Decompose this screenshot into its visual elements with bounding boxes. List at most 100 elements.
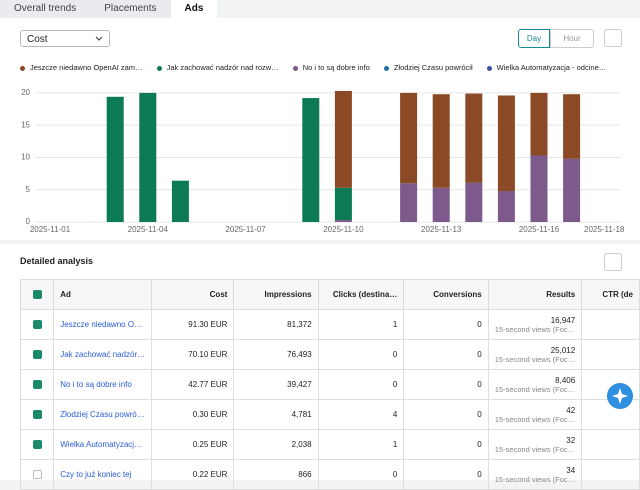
bar <box>498 95 515 191</box>
cell: 39,427 <box>234 370 318 400</box>
section-title: Detailed analysis <box>20 256 93 266</box>
table-row: Wielka Automatyzacj…0.25 EUR2,038103215-… <box>21 430 640 460</box>
results-note: 15-second views (Foc… <box>495 445 575 454</box>
cell <box>582 430 640 460</box>
bar <box>433 94 450 188</box>
table-row: No i to są dobre info42.77 EUR39,427008,… <box>21 370 640 400</box>
bar <box>139 93 156 222</box>
bar <box>465 183 482 222</box>
ad-name[interactable]: Jeszcze niedawno O… <box>54 310 152 340</box>
results-value: 32 <box>495 436 575 445</box>
ad-name[interactable]: Jak zachować nadzór… <box>54 340 152 370</box>
tab[interactable]: Placements <box>90 0 170 18</box>
cell: 42.77 EUR <box>152 370 234 400</box>
x-tick-label: 2025-11-01 <box>30 225 71 234</box>
bar <box>335 91 352 188</box>
ad-name[interactable]: No i to są dobre info <box>54 370 152 400</box>
table-row: Czy to już koniec tej0.22 EUR866003415-s… <box>21 460 640 490</box>
column-header[interactable]: Cost <box>152 280 234 310</box>
checkbox-cell <box>21 340 54 370</box>
bar <box>433 188 450 222</box>
column-header[interactable]: Ad <box>54 280 152 310</box>
bar <box>400 183 417 222</box>
cell: 0 <box>404 430 488 460</box>
bar <box>498 191 515 222</box>
results-value: 34 <box>495 466 575 475</box>
cell: 1 <box>318 310 404 340</box>
x-tick-label: 2025-11-10 <box>323 225 364 234</box>
cell: 91.30 EUR <box>152 310 234 340</box>
x-tick-label: 2025-11-04 <box>128 225 169 234</box>
results-note: 15-second views (Foc… <box>495 415 575 424</box>
chart: 051015202025-11-012025-11-042025-11-0720… <box>0 18 640 240</box>
results-cell: 4215-second views (Foc… <box>488 400 581 430</box>
results-cell: 3215-second views (Foc… <box>488 430 581 460</box>
bar <box>563 159 580 222</box>
row-checkbox[interactable] <box>33 410 42 419</box>
ad-name[interactable]: Złodziej Czasu powró… <box>54 400 152 430</box>
checkbox-cell <box>21 430 54 460</box>
results-value: 42 <box>495 406 575 415</box>
export-table-button[interactable] <box>604 253 622 271</box>
y-tick-label: 10 <box>21 153 30 162</box>
results-cell: 8,40615-second views (Foc… <box>488 370 581 400</box>
cell <box>582 460 640 490</box>
bar <box>531 93 548 156</box>
tab-bar: Overall trendsPlacementsAds <box>0 0 217 18</box>
bar <box>172 181 189 222</box>
results-note: 15-second views (Foc… <box>495 385 575 394</box>
checkbox-cell <box>21 310 54 340</box>
results-cell: 16,94715-second views (Foc… <box>488 310 581 340</box>
cell: 0 <box>404 310 488 340</box>
tab[interactable]: Ads <box>171 0 218 18</box>
assistant-button[interactable] <box>607 383 633 409</box>
cell: 0.30 EUR <box>152 400 234 430</box>
table-row: Złodziej Czasu powró…0.30 EUR4,781404215… <box>21 400 640 430</box>
row-checkbox[interactable] <box>33 440 42 449</box>
row-checkbox[interactable] <box>33 380 42 389</box>
results-cell: 3415-second views (Foc… <box>488 460 581 490</box>
table-panel: Detailed analysis AdCostImpressionsClick… <box>0 244 640 480</box>
column-header[interactable]: CTR (de <box>582 280 640 310</box>
cell: 0 <box>404 400 488 430</box>
checkbox-cell <box>21 400 54 430</box>
cell <box>582 340 640 370</box>
results-note: 15-second views (Foc… <box>495 475 575 484</box>
page: Overall trendsPlacementsAds Cost Day Hou… <box>0 0 640 480</box>
bar <box>302 98 319 222</box>
cell: 0.22 EUR <box>152 460 234 490</box>
row-checkbox[interactable] <box>33 320 42 329</box>
results-note: 15-second views (Foc… <box>495 355 575 364</box>
ad-name[interactable]: Wielka Automatyzacj… <box>54 430 152 460</box>
cell: 0 <box>404 370 488 400</box>
cell: 0 <box>404 340 488 370</box>
ad-name[interactable]: Czy to już koniec tej <box>54 460 152 490</box>
cell: 0.25 EUR <box>152 430 234 460</box>
bar <box>465 94 482 183</box>
results-cell: 25,01215-second views (Foc… <box>488 340 581 370</box>
select-all-checkbox[interactable] <box>33 290 42 299</box>
x-tick-label: 2025-11-16 <box>519 225 560 234</box>
cell: 4 <box>318 400 404 430</box>
results-value: 8,406 <box>495 376 575 385</box>
row-checkbox[interactable] <box>33 470 42 479</box>
column-header[interactable]: Impressions <box>234 280 318 310</box>
column-header[interactable]: Clicks (destina… <box>318 280 404 310</box>
cell: 76,493 <box>234 340 318 370</box>
analysis-table: AdCostImpressionsClicks (destina…Convers… <box>20 279 640 490</box>
cell: 70.10 EUR <box>152 340 234 370</box>
cell: 866 <box>234 460 318 490</box>
table-row: Jeszcze niedawno O…91.30 EUR81,3721016,9… <box>21 310 640 340</box>
cell: 2,038 <box>234 430 318 460</box>
table-row: Jak zachować nadzór…70.10 EUR76,4930025,… <box>21 340 640 370</box>
cell: 4,781 <box>234 400 318 430</box>
row-checkbox[interactable] <box>33 350 42 359</box>
cell: 0 <box>318 370 404 400</box>
tab[interactable]: Overall trends <box>0 0 90 18</box>
x-tick-label: 2025-11-18 <box>584 225 625 234</box>
bar <box>531 156 548 222</box>
bar <box>335 188 352 220</box>
column-header[interactable]: Results <box>488 280 581 310</box>
column-header[interactable]: Conversions <box>404 280 488 310</box>
bar <box>335 220 352 222</box>
